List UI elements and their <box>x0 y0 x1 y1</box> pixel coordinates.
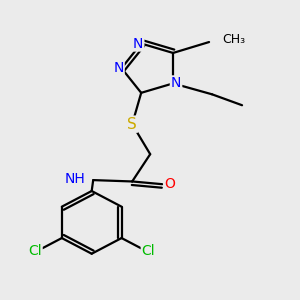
Text: Cl: Cl <box>142 244 155 258</box>
Text: Cl: Cl <box>28 244 42 258</box>
Text: S: S <box>127 117 137 132</box>
Text: CH₃: CH₃ <box>223 33 246 46</box>
Text: N: N <box>133 37 143 50</box>
Text: O: O <box>164 177 175 191</box>
Text: N: N <box>113 61 124 75</box>
Text: NH: NH <box>65 172 86 186</box>
Text: N: N <box>171 76 181 90</box>
